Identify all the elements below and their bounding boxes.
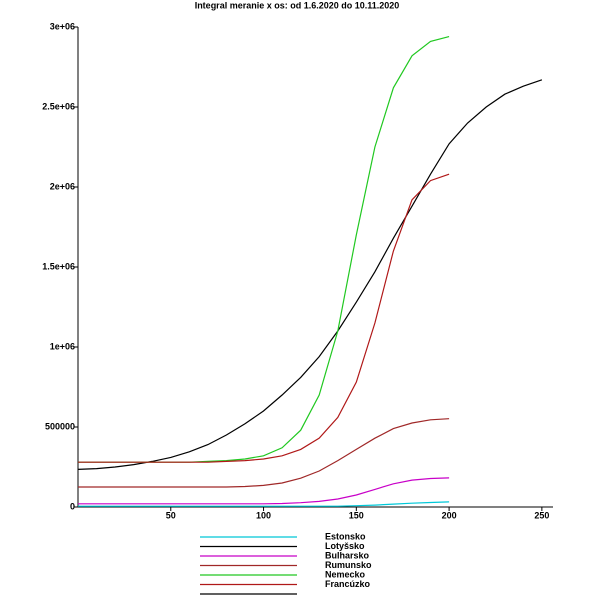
legend-label: Bulharsko bbox=[325, 550, 370, 560]
legend-label: Nemecko bbox=[325, 569, 366, 579]
series-line bbox=[77, 79, 543, 470]
legend-label: Francúzko bbox=[325, 579, 371, 589]
legend-label: Lotyšsko bbox=[325, 541, 365, 551]
chart-title: Integral meranie x os: od 1.6.2020 do 10… bbox=[195, 0, 400, 10]
y-tick-label: 1.5e+06 bbox=[42, 261, 75, 271]
legend-label: Estonsko bbox=[325, 531, 366, 541]
x-tick-label: 200 bbox=[442, 510, 457, 520]
series-line bbox=[78, 477, 450, 505]
series-line bbox=[78, 501, 450, 507]
y-tick-label: 1e+06 bbox=[50, 341, 75, 351]
x-tick-label: 150 bbox=[349, 510, 364, 520]
series-line bbox=[78, 418, 450, 488]
legend-label: Rumunsko bbox=[325, 560, 372, 570]
x-tick-label: 250 bbox=[534, 510, 549, 520]
y-tick-label: 0 bbox=[70, 501, 75, 511]
x-tick-label: 50 bbox=[166, 510, 176, 520]
x-tick-label: 100 bbox=[256, 510, 271, 520]
y-tick-label: 2e+06 bbox=[50, 181, 75, 191]
y-tick-label: 2.5e+06 bbox=[42, 101, 75, 111]
y-tick-label: 500000 bbox=[45, 421, 75, 431]
series-line bbox=[78, 173, 450, 463]
y-tick-label: 3e+06 bbox=[50, 21, 75, 31]
